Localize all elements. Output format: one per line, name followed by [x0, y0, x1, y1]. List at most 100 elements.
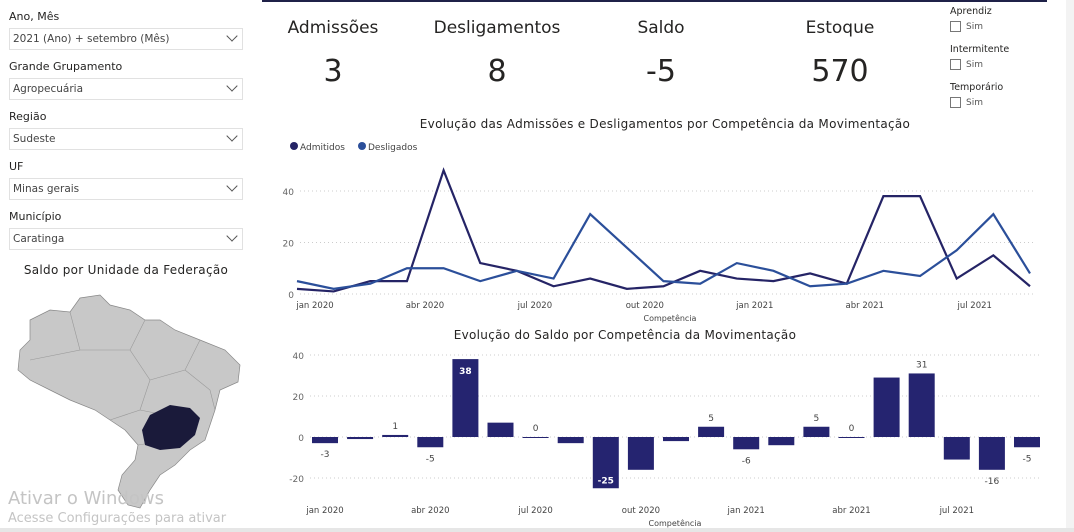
kpi-card: Admissões 3 [253, 18, 413, 89]
bar [733, 437, 760, 450]
bar [382, 434, 409, 437]
chevron-down-icon [226, 80, 238, 92]
bar [803, 426, 830, 437]
slicer-label: UF [9, 160, 24, 173]
data-label: 31 [916, 360, 927, 370]
y-tick-label: 20 [293, 393, 305, 403]
map-title: Saldo por Unidade da Federação [23, 263, 229, 277]
kpi-card: Desligamentos 8 [417, 18, 577, 89]
data-label: -16 [985, 477, 1000, 487]
map-region-minas-gerais[interactable] [142, 405, 200, 450]
x-tick-label: jul 2020 [517, 506, 552, 516]
bar [627, 437, 654, 470]
kpi-value: 3 [323, 54, 343, 89]
slicer-dropdown[interactable]: Sudeste [9, 128, 243, 150]
x-tick-label: jan 2020 [295, 301, 333, 311]
brazil-map[interactable] [10, 290, 250, 515]
chevron-down-icon [226, 230, 238, 242]
legend-label: Admitidos [300, 143, 345, 153]
checkbox[interactable] [950, 59, 961, 70]
filter-option[interactable]: Sim [950, 59, 1009, 70]
bottom-bar [0, 528, 1074, 532]
kpi-value: -5 [646, 54, 676, 89]
kpi-title: Admissões [287, 18, 379, 38]
map-region-other [29, 311, 216, 446]
x-tick-label: out 2020 [626, 301, 664, 311]
line-chart: 0 20 40 jan 2020 abr 2020 jul 2020 out 2020 jan… [283, 142, 1035, 323]
data-label: 5 [708, 414, 714, 424]
kpi-title: Estoque [805, 18, 875, 38]
x-axis-label: Competência [644, 313, 697, 323]
bar [978, 437, 1005, 470]
checkbox[interactable] [950, 21, 961, 32]
x-tick-label: abr 2021 [832, 506, 870, 516]
x-tick-label: abr 2020 [406, 301, 444, 311]
bar-chart-title: Evolução do Saldo por Competência da Mov… [453, 328, 797, 342]
option-label: Sim [966, 22, 983, 32]
slicer-value: Sudeste [13, 133, 56, 145]
bar [838, 437, 865, 438]
x-tick-label: out 2020 [622, 506, 660, 516]
filter-slicer: Aprendiz Sim [950, 6, 992, 32]
filter-option[interactable]: Sim [950, 97, 1003, 108]
option-label: Sim [966, 98, 983, 108]
data-label: -5 [1023, 454, 1032, 464]
y-tick-label: 20 [283, 240, 295, 250]
x-tick-label: jul 2021 [939, 506, 974, 516]
bar [943, 437, 970, 460]
filter-label: Intermitente [950, 44, 1010, 55]
slicer: Ano, Mês 2021 (Ano) + setembro (Mês) [9, 10, 243, 50]
line-chart-title: Evolução das Admissões e Desligamentos p… [419, 117, 911, 131]
slicer-dropdown[interactable]: 2021 (Ano) + setembro (Mês) [9, 28, 243, 50]
y-tick-label: 40 [283, 188, 295, 198]
data-label: 5 [814, 414, 820, 424]
data-label: -6 [742, 456, 751, 466]
kpi-card: Estoque 570 [760, 18, 920, 89]
y-tick-label: 40 [293, 352, 305, 362]
bar [347, 437, 374, 440]
slicer-label: Grande Grupamento [9, 60, 123, 73]
option-label: Sim [966, 60, 983, 70]
x-tick-label: jan 2021 [727, 506, 765, 516]
data-label: 0 [533, 424, 539, 434]
series-line-desligados [296, 212, 1031, 290]
chevron-down-icon [226, 180, 238, 192]
legend-marker [358, 142, 366, 150]
kpi-value: 570 [811, 54, 869, 89]
bar [908, 373, 935, 437]
checkbox[interactable] [950, 97, 961, 108]
slicer-value: Minas gerais [13, 183, 80, 195]
chevron-down-icon [226, 30, 238, 42]
bar [663, 437, 689, 442]
data-label: -25 [598, 476, 614, 486]
bar [452, 359, 479, 437]
legend-marker [290, 142, 298, 150]
y-tick-label: 0 [288, 291, 294, 301]
slicer-dropdown[interactable]: Agropecuária [9, 78, 243, 100]
bar [312, 437, 338, 444]
bar [873, 377, 900, 437]
slicer-value: 2021 (Ano) + setembro (Mês) [13, 33, 170, 45]
slicer-label: Região [9, 110, 47, 123]
bar [1014, 437, 1040, 448]
kpi-title: Desligamentos [433, 18, 561, 38]
legend-label: Desligados [368, 143, 418, 153]
map-region-brazil[interactable] [17, 294, 241, 509]
filter-slicer: Temporário Sim [950, 82, 1003, 108]
watermark-title: Ativar o Windows [8, 488, 164, 509]
slicer-dropdown[interactable]: Caratinga [9, 228, 243, 250]
bar-chart: -20 0 20 40 -3 1 -5 38 0 -25 5 -6 5 0 31 -16 -5 jan 2020 a… [289, 352, 1040, 528]
filter-option[interactable]: Sim [950, 21, 992, 32]
slicer-dropdown[interactable]: Minas gerais [9, 178, 243, 200]
bar [698, 426, 725, 437]
header-line [262, 0, 1047, 2]
data-label: 1 [392, 422, 398, 432]
data-label: 0 [849, 424, 855, 434]
scrollbar[interactable] [1066, 0, 1074, 532]
slicer-label: Ano, Mês [9, 10, 60, 23]
slicer: Região Sudeste [9, 110, 243, 150]
x-tick-label: jan 2020 [305, 506, 343, 516]
watermark-subtitle: Acesse Configurações para ativar [8, 511, 227, 526]
kpi-card: Saldo -5 [581, 18, 741, 89]
chevron-down-icon [226, 130, 238, 142]
